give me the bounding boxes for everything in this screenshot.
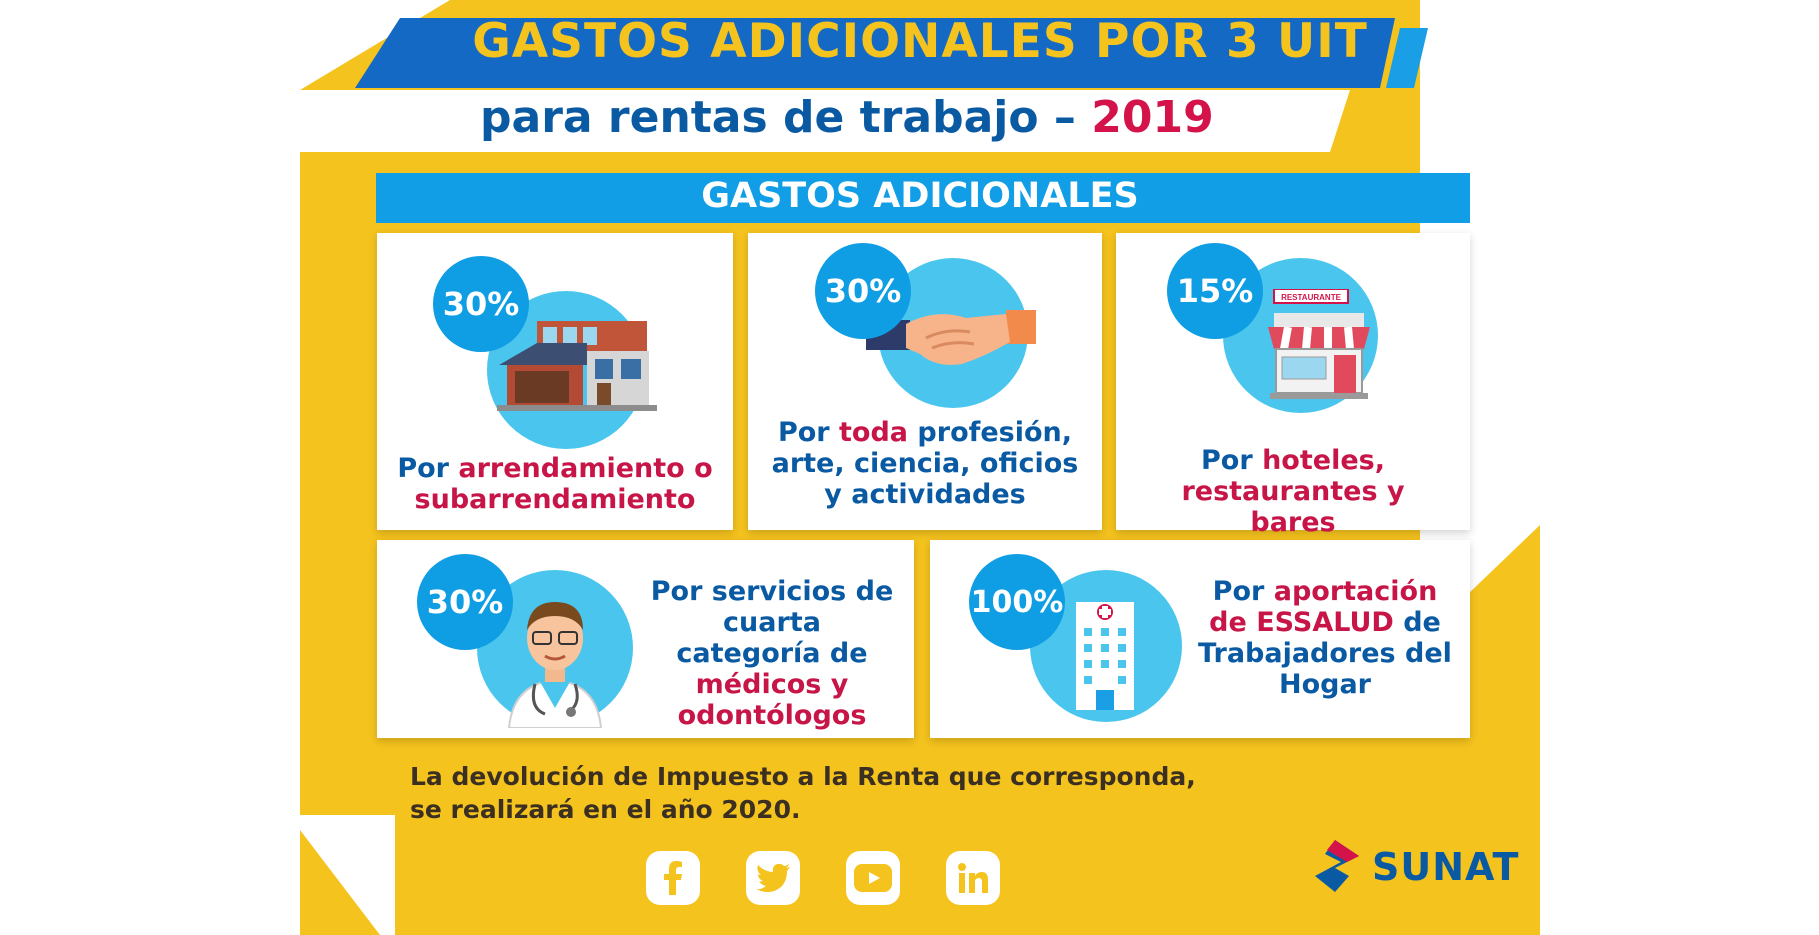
section-title: GASTOS ADICIONALES: [701, 176, 1139, 216]
percent-badge: 30%: [433, 256, 529, 352]
percent-badge: 15%: [1167, 243, 1263, 339]
sunat-logo-icon: [1315, 840, 1359, 892]
linkedin-icon[interactable]: [946, 851, 1000, 905]
sunat-brand: SUNAT: [1372, 845, 1520, 889]
card-hospitality: RESTAURANTE 15% Por hoteles, restaurante…: [1116, 233, 1470, 538]
percent-badge: 30%: [417, 554, 513, 650]
percent-badge: 30%: [815, 243, 911, 339]
footer-note: La devolución de Impuesto a la Renta que…: [410, 760, 1196, 826]
hospital-icon: [1076, 602, 1134, 710]
restaurant-icon: RESTAURANTE: [1268, 289, 1370, 399]
card-essalud: 100% Por aportación de ESSALUD de Trabaj…: [930, 540, 1470, 738]
twitter-icon[interactable]: [746, 851, 800, 905]
card-rental: 30% Por arrendamiento o subarrendamiento: [377, 233, 733, 530]
infographic: GASTOS ADICIONALES POR 3 UIT para rentas…: [300, 0, 1540, 935]
subtitle: para rentas de trabajo – 2019: [480, 92, 1214, 143]
house-icon: [497, 321, 657, 411]
youtube-icon[interactable]: [846, 851, 900, 905]
doctor-icon: [507, 602, 603, 728]
subtitle-year: 2019: [1091, 92, 1214, 143]
card-medical: 30% Por servicios de cuarta categoría de…: [377, 540, 914, 738]
footer-note-line2: se realizará en el año 2020.: [410, 795, 801, 824]
footer-note-line1: La devolución de Impuesto a la Renta que…: [410, 762, 1196, 791]
card-description: Por toda profesión, arte, ciencia, ofici…: [771, 417, 1079, 510]
card-description: Por servicios de cuarta categoría de méd…: [650, 576, 894, 731]
card-description: Por aportación de ESSALUD de Trabajadore…: [1198, 576, 1452, 700]
restaurant-sign: RESTAURANTE: [1281, 293, 1342, 302]
card-description: Por arrendamiento o subarrendamiento: [397, 453, 713, 515]
card-description: Por hoteles, restaurantes y bares: [1181, 445, 1405, 538]
subtitle-text: para rentas de trabajo –: [480, 92, 1092, 143]
card-profession: 30% Por toda profesión, arte, ciencia, o…: [748, 233, 1102, 530]
main-title: GASTOS ADICIONALES POR 3 UIT: [472, 14, 1368, 69]
facebook-icon[interactable]: [646, 851, 700, 905]
percent-badge: 100%: [969, 554, 1065, 650]
